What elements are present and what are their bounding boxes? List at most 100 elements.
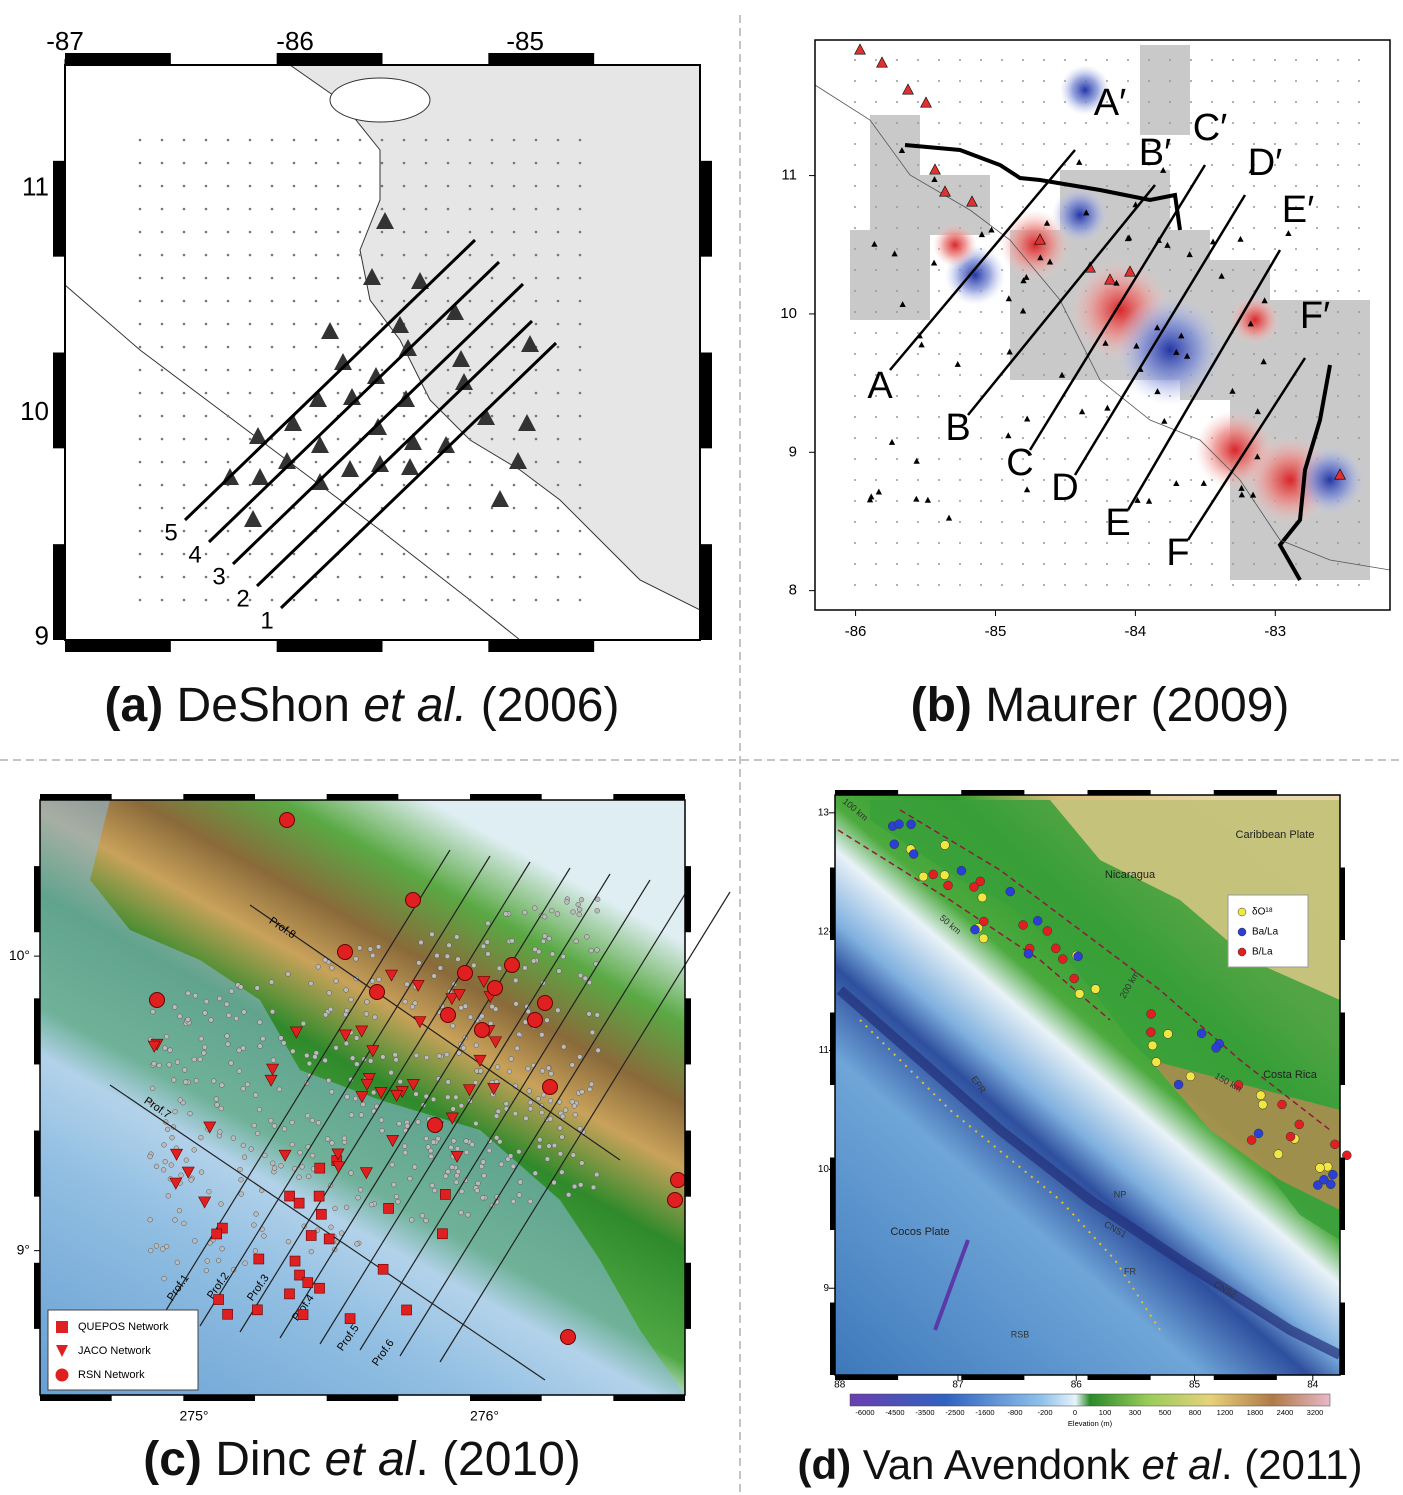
grid-node: [1085, 500, 1087, 502]
grid-node: [959, 584, 961, 586]
event: [542, 914, 547, 919]
grid-node: [938, 500, 940, 502]
rsn-station: [441, 1008, 456, 1023]
grid-node: [1274, 59, 1276, 61]
event: [420, 1213, 425, 1218]
grid-node: [271, 392, 274, 395]
profile-label: 1: [260, 607, 273, 634]
grid-node: [425, 208, 428, 211]
grid-node: [1358, 206, 1360, 208]
colorbar-label: 1800: [1247, 1408, 1264, 1417]
grid-node: [1169, 185, 1171, 187]
frame-tick-bar: [685, 866, 691, 932]
colorbar-label: -4500: [885, 1408, 904, 1417]
grid-node: [1043, 521, 1045, 523]
grid-node: [1358, 332, 1360, 334]
event: [173, 1218, 178, 1223]
y-tick-label: 9: [35, 621, 49, 651]
event: [580, 1089, 585, 1094]
grid-node: [579, 323, 582, 326]
grid-node: [1127, 416, 1129, 418]
event: [241, 1143, 246, 1148]
event: [316, 1120, 321, 1125]
grid-node: [227, 254, 230, 257]
event: [186, 1017, 191, 1022]
event: [390, 1162, 395, 1167]
grid-node: [491, 415, 494, 418]
event: [309, 981, 314, 986]
grid-node: [896, 332, 898, 334]
grid-node: [535, 507, 538, 510]
quepos-station: [294, 1198, 304, 1208]
grid-node: [249, 254, 252, 257]
rsn-station: [668, 1193, 683, 1208]
grid-node: [579, 392, 582, 395]
event: [148, 1154, 153, 1159]
grid-node: [1358, 353, 1360, 355]
y-tick-label: 13: [818, 807, 830, 818]
event: [219, 1083, 224, 1088]
grid-node: [938, 80, 940, 82]
event: [344, 988, 349, 993]
event: [229, 989, 234, 994]
grid-node: [1127, 101, 1129, 103]
event: [463, 1004, 468, 1009]
grid-node: [249, 162, 252, 165]
grid-node: [315, 208, 318, 211]
grid-node: [1022, 185, 1024, 187]
event: [419, 940, 424, 945]
grid-node: [980, 353, 982, 355]
event: [536, 1096, 541, 1101]
event: [595, 908, 600, 913]
event: [522, 910, 527, 915]
grid-node: [980, 374, 982, 376]
grid-node: [1253, 101, 1255, 103]
grid-node: [557, 162, 560, 165]
event: [430, 932, 435, 937]
grid-node: [557, 576, 560, 579]
grid-node: [1274, 227, 1276, 229]
grid-node: [381, 392, 384, 395]
grid-node: [359, 507, 362, 510]
grid-node: [579, 438, 582, 441]
grid-node: [139, 162, 142, 165]
grid-node: [359, 139, 362, 142]
x-tick-label: 85: [1189, 1380, 1201, 1391]
map-label: Caribbean Plate: [1236, 829, 1315, 841]
grid-node: [139, 576, 142, 579]
grid-node: [425, 323, 428, 326]
grid-node: [491, 392, 494, 395]
profile-label: A′: [1094, 82, 1126, 124]
grid-node: [469, 415, 472, 418]
quepos-station: [284, 1289, 294, 1299]
caption-part: Maurer (2009): [972, 679, 1289, 732]
event: [497, 966, 502, 971]
grid-node: [1064, 521, 1066, 523]
grid-node: [1211, 311, 1213, 313]
grid-node: [337, 162, 340, 165]
grid-node: [359, 346, 362, 349]
event: [359, 1113, 364, 1118]
event: [175, 1260, 180, 1265]
event: [403, 999, 408, 1004]
quepos-station: [306, 1230, 316, 1240]
grid-node: [425, 369, 428, 372]
grid-node: [1148, 521, 1150, 523]
grid-node: [447, 208, 450, 211]
grid-node: [403, 139, 406, 142]
grid-node: [917, 542, 919, 544]
event: [432, 974, 437, 979]
grid-node: [875, 185, 877, 187]
event: [154, 1164, 159, 1169]
grid-node: [557, 369, 560, 372]
grid-node: [1148, 122, 1150, 124]
event: [475, 1188, 480, 1193]
grid-node: [579, 277, 582, 280]
grid-node: [491, 254, 494, 257]
grid-node: [1337, 248, 1339, 250]
grid-node: [249, 415, 252, 418]
event: [219, 1106, 224, 1111]
event: [204, 1268, 209, 1273]
grid-node: [1043, 59, 1045, 61]
grid-node: [183, 139, 186, 142]
